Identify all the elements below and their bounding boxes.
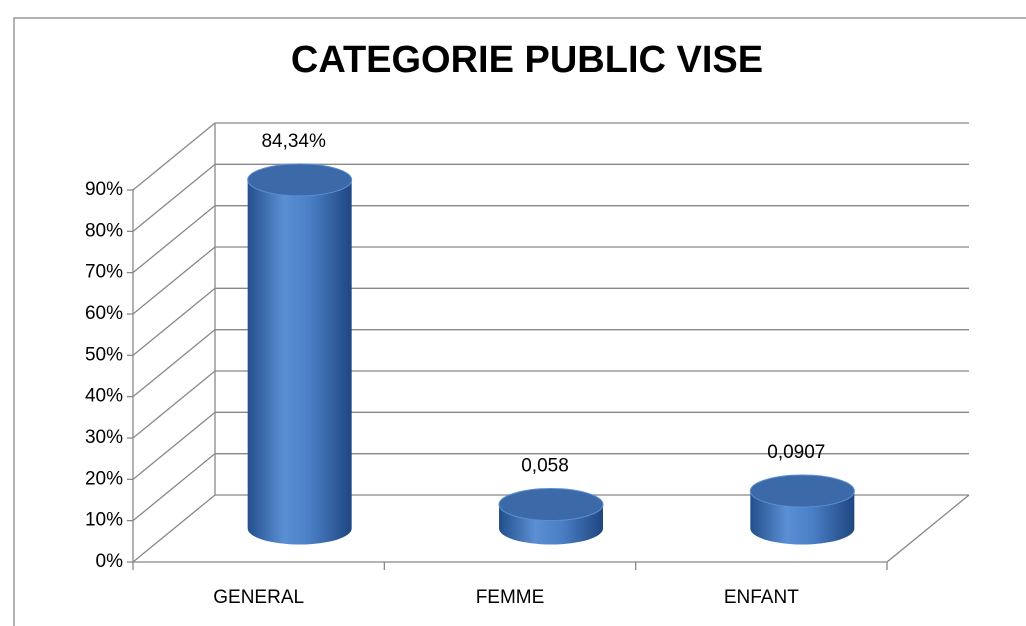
grid-line [132,453,216,522]
bar-top [749,474,855,508]
data-label: 0,058 [521,456,569,477]
x-tick-label: FEMME [476,587,545,608]
y-tick-label: 0% [96,551,124,572]
bar [498,488,604,545]
grid-line [132,411,216,480]
y-tick-label: 10% [85,510,123,531]
y-tick-label: 70% [85,262,123,283]
y-tick-label: 60% [85,303,123,324]
x-tick-label: GENERAL [213,587,304,608]
y-tick-label: 30% [85,427,123,448]
grid-line [132,329,216,398]
bar [247,163,353,545]
grid-line [132,246,216,315]
x-tick-label: ENFANT [724,587,799,608]
y-tick-label: 50% [85,344,123,365]
data-label: 84,34% [261,131,326,152]
chart-title: CATEGORIE PUBLIC VISE [291,39,763,81]
bar-top [498,488,604,522]
grid-line [132,494,216,563]
grid-line [132,370,216,439]
y-tick-label: 80% [85,220,123,241]
y-tick-label: 90% [85,179,123,200]
y-tick-label: 40% [85,386,123,407]
bar-top [247,163,353,197]
grid-line [132,163,216,232]
grid-line [132,205,216,274]
grid-line [132,287,216,356]
data-label: 0,0907 [767,442,825,463]
floor-edge [886,494,970,563]
bar [749,474,855,545]
grid-line [132,122,216,191]
y-tick-label: 20% [85,468,123,489]
bar-body [247,179,352,545]
